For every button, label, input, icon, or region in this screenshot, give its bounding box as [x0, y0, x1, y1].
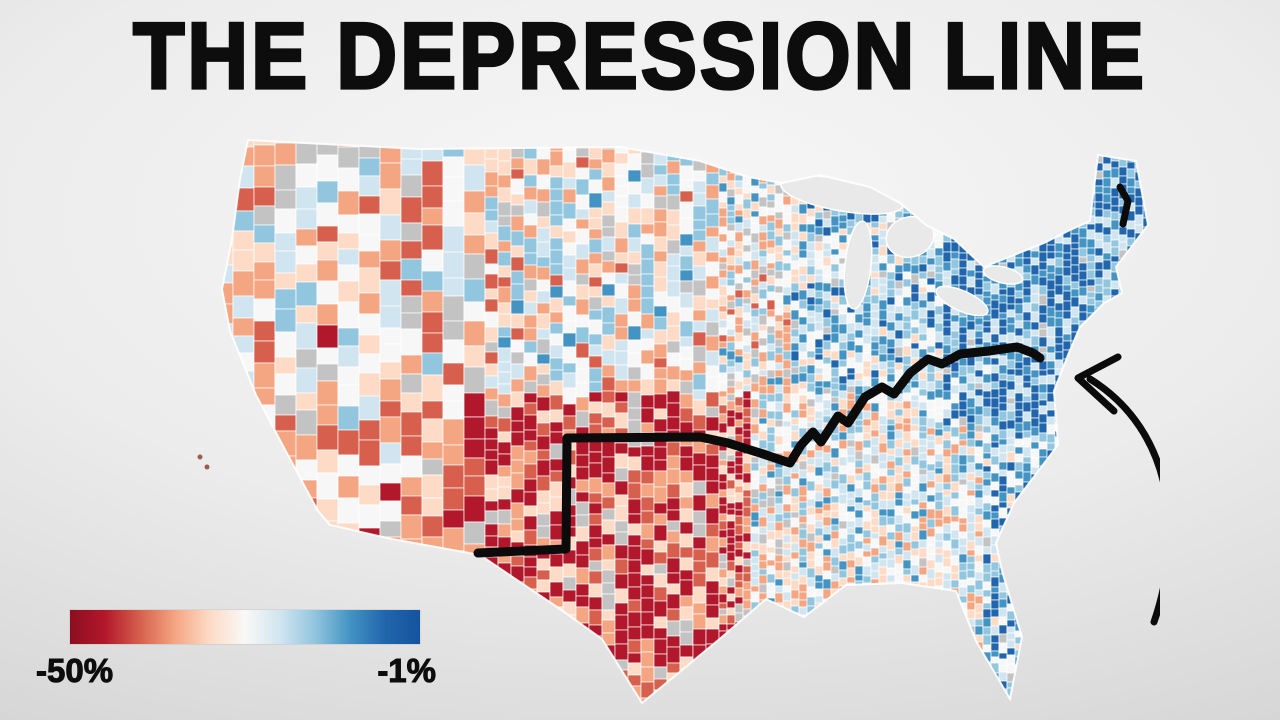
legend-gradient-bar	[70, 610, 420, 644]
page-title: THE DEPRESSION LINE	[132, 1, 1147, 110]
great-lake	[885, 215, 935, 259]
legend-min-label: -50%	[35, 652, 114, 690]
arrow-head-icon	[1074, 353, 1122, 415]
legend-max-label: -1%	[377, 652, 437, 690]
annotation-arrow	[1086, 375, 1160, 626]
great-lake	[982, 265, 1024, 285]
channel-islands-dots	[197, 454, 210, 470]
great-lake	[935, 285, 989, 317]
legend-labels: -50% -1%	[35, 652, 437, 690]
us-border-outline	[220, 138, 1150, 705]
great-lake	[843, 220, 873, 310]
legend: -50% -1%	[35, 610, 436, 690]
us-choropleth-map	[197, 138, 1160, 705]
maine-line-segment	[1116, 183, 1132, 228]
depression-line	[473, 342, 1045, 558]
